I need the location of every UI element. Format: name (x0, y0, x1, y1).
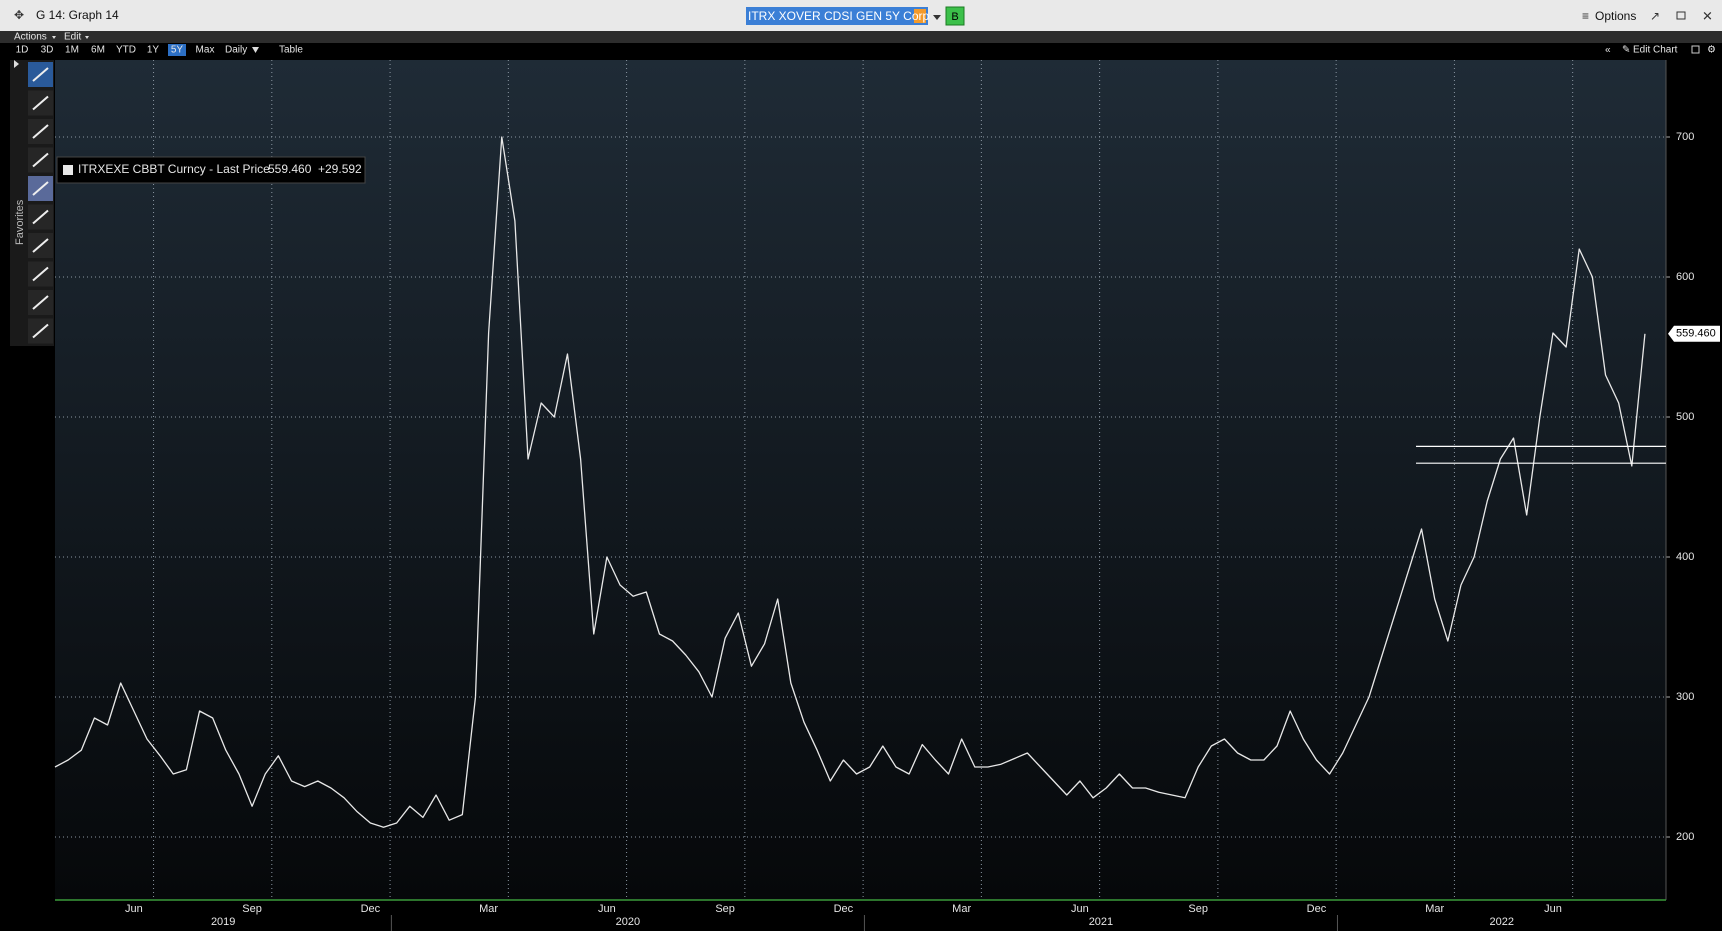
x-tick-label: Sep (1188, 903, 1208, 915)
range-button[interactable]: Daily (225, 45, 247, 56)
x-tick-label: Sep (715, 903, 735, 915)
move-icon: ✥ (14, 8, 24, 22)
range-button[interactable]: 1M (65, 45, 79, 56)
pencil-icon: ✎ (1622, 45, 1630, 56)
range-button[interactable]: 1D (16, 45, 29, 56)
legend-change: +29.592 (318, 162, 362, 176)
range-button[interactable]: 3D (41, 45, 54, 56)
tool-buttons (28, 62, 53, 344)
x-group-label: 2019 (211, 916, 235, 928)
tool-icon (32, 124, 49, 139)
x-tick-label: Jun (1071, 903, 1089, 915)
edit-caret (85, 36, 89, 39)
close-button[interactable]: ✕ (1702, 8, 1713, 23)
tool-icon (32, 238, 49, 253)
tool-icon (32, 95, 49, 111)
x-tick-label: Jun (598, 903, 616, 915)
range-button[interactable]: Max (196, 45, 215, 56)
legend-box (56, 156, 366, 184)
edit-menu[interactable]: Edit (64, 32, 81, 43)
collapse-icon[interactable]: « (1605, 45, 1611, 56)
edit-chart-button[interactable]: Edit Chart (1633, 45, 1678, 56)
y-tick-label: 500 (1676, 411, 1694, 423)
range-button[interactable]: 1Y (147, 45, 160, 56)
x-tick-label: Jun (1544, 903, 1562, 915)
range-selected (168, 44, 186, 56)
ticker-text: ITRX XOVER CDSI GEN 5Y Corp (748, 9, 929, 23)
actions-menu[interactable]: Actions (14, 32, 47, 43)
favorites-tab[interactable]: Favorites (14, 199, 26, 245)
last-price-tag (1668, 325, 1720, 342)
popout-button[interactable]: ↗ (1650, 9, 1660, 23)
x-tick-label: Dec (361, 903, 381, 915)
range-button[interactable]: YTD (116, 45, 136, 56)
legend-swatch (63, 165, 73, 175)
tool-icon (32, 323, 49, 339)
tool-icon (32, 266, 49, 282)
table-button[interactable]: Table (279, 45, 303, 56)
x-tick-label: Mar (479, 903, 498, 915)
y-tick-label: 600 (1676, 271, 1694, 283)
tool-icon (32, 209, 49, 225)
options-button[interactable]: Options (1595, 9, 1636, 23)
y-tick-label: 200 (1676, 831, 1694, 843)
tool-icon (32, 295, 49, 310)
tool-icon (32, 67, 49, 82)
plot-area (55, 60, 1666, 900)
frequency-caret (252, 47, 259, 53)
legend-name: ITRXEXE CBBT Curncy - Last Price (78, 162, 270, 176)
actions-caret (52, 36, 56, 39)
last-price-label: 559.460 (1676, 328, 1716, 340)
x-tick-label: Dec (834, 903, 854, 915)
ticker-button-label: B (951, 11, 958, 23)
options-icon: ≡ (1582, 9, 1589, 23)
y-tick-label: 700 (1676, 131, 1694, 143)
x-tick-label: Sep (242, 903, 262, 915)
ticker-button[interactable] (945, 6, 965, 26)
range-button[interactable]: 6M (91, 45, 105, 56)
tool-icon (32, 152, 49, 168)
range-bar (0, 43, 1722, 57)
x-group-label: 2022 (1489, 916, 1513, 928)
x-tick-label: Jun (125, 903, 143, 915)
window-title: G 14: Graph 14 (36, 8, 119, 22)
y-tick-label: 400 (1676, 551, 1694, 563)
restore-button[interactable] (1676, 11, 1686, 20)
x-group-label: 2021 (1089, 916, 1113, 928)
gear-icon[interactable]: ⚙ (1707, 45, 1716, 56)
line-series (54, 136, 1646, 828)
x-tick-label: Mar (1425, 903, 1444, 915)
x-tick-label: Dec (1307, 903, 1327, 915)
range-buttons: 1D 3D 1M 6M YTD 1Y 5Y Max Daily (16, 44, 247, 56)
menu-bar (0, 31, 1722, 43)
tool-icon (32, 181, 49, 196)
range-button[interactable]: 5Y (171, 45, 184, 56)
x-tick-label: Mar (952, 903, 971, 915)
ticker-cursor (914, 9, 926, 23)
ticker-dropdown[interactable] (933, 15, 941, 20)
ticker-field[interactable] (746, 7, 928, 25)
chart: 200 300 400 500 600 700 Jun Sep Dec Mar Jun Sep Dec M… (54, 60, 1720, 931)
settings-icon[interactable] (1691, 45, 1700, 54)
y-tick-label: 300 (1676, 691, 1694, 703)
toolbar-expand[interactable] (14, 60, 19, 68)
x-group-label: 2020 (616, 916, 640, 928)
legend-last-price: 559.460 (268, 162, 312, 176)
